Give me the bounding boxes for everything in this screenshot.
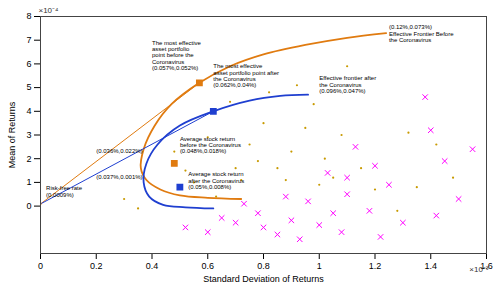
svg-text:Mean of Returns: Mean of Returns (7, 101, 17, 168)
svg-text:5: 5 (26, 82, 31, 92)
svg-text:0.6: 0.6 (201, 261, 214, 271)
svg-text:(0.036%,0.022%): (0.036%,0.022%) (96, 148, 142, 154)
svg-text:×10⁻⁴: ×10⁻⁴ (39, 6, 60, 15)
svg-text:Average stock returnbefore the: Average stock returnbefore the Coronavir… (180, 136, 241, 155)
svg-text:0.4: 0.4 (146, 261, 159, 271)
svg-text:0.8: 0.8 (257, 261, 270, 271)
svg-text:1: 1 (317, 261, 322, 271)
svg-text:The most effectiveasset portfo: The most effectiveasset portfolio point … (213, 63, 279, 88)
svg-text:The most effectiveasset portfo: The most effectiveasset portfoliopoint b… (152, 40, 202, 71)
svg-text:Standard Deviation of Returns: Standard Deviation of Returns (203, 274, 324, 284)
svg-text:(0.037%,0.001%): (0.037%,0.001%) (96, 174, 142, 180)
svg-text:3: 3 (26, 130, 31, 140)
svg-text:1.4: 1.4 (424, 261, 437, 271)
svg-text:1: 1 (26, 177, 31, 187)
svg-text:2: 2 (26, 154, 31, 164)
svg-text:4: 4 (26, 106, 31, 116)
svg-text:Effective frontier afterthe Co: Effective frontier afterthe Coronavirus(… (319, 75, 376, 94)
svg-text:6: 6 (26, 59, 31, 69)
svg-text:×10⁻³: ×10⁻³ (469, 265, 489, 274)
svg-text:Average stock returnafter the: Average stock returnafter the Coronaviru… (188, 171, 244, 190)
svg-text:(0.12%,0.073%)Effective Fronti: (0.12%,0.073%)Effective Frontier Beforet… (389, 24, 454, 43)
svg-text:0: 0 (26, 201, 31, 211)
svg-text:Risk-free rate(0.0009%): Risk-free rate(0.0009%) (46, 185, 83, 197)
svg-text:1.2: 1.2 (369, 261, 382, 271)
svg-text:0.2: 0.2 (90, 261, 103, 271)
svg-text:0: 0 (38, 261, 43, 271)
svg-text:7: 7 (26, 35, 31, 45)
svg-text:8: 8 (26, 11, 31, 21)
